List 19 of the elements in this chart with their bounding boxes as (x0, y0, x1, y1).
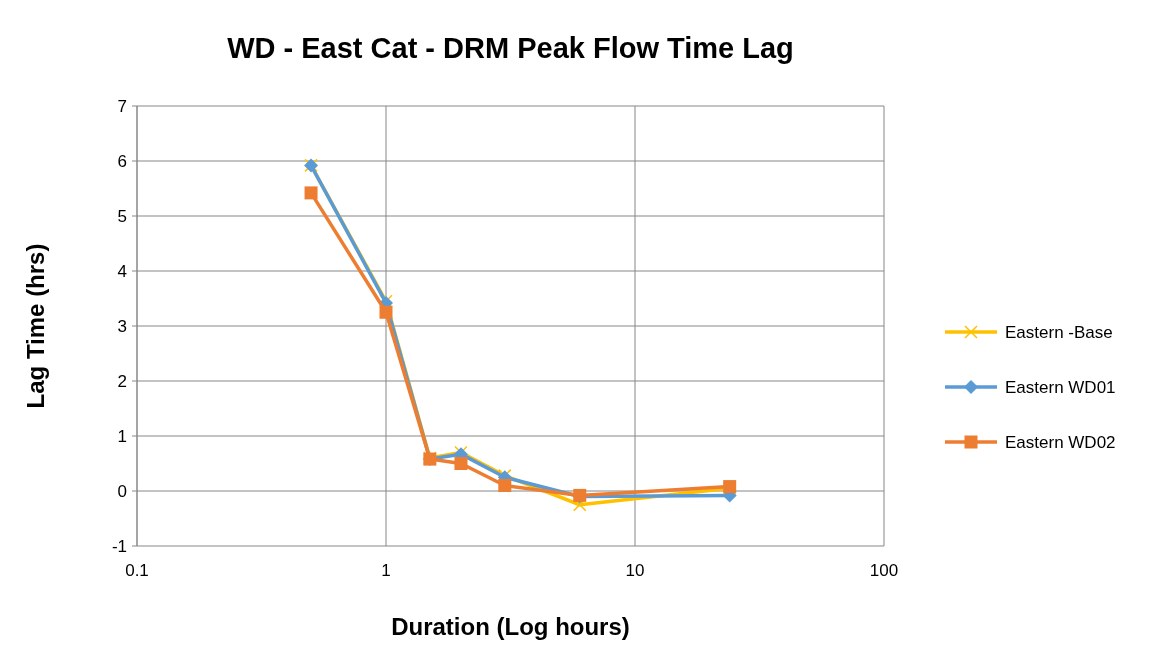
y-tick-label: -1 (111, 536, 127, 556)
x-tick-label: 10 (625, 561, 645, 580)
chart-title: WD - East Cat - DRM Peak Flow Time Lag (227, 32, 794, 64)
legend-label: Eastern WD02 (1005, 432, 1116, 452)
y-tick-label: 0 (117, 481, 127, 501)
x-tick-label: 1 (381, 561, 391, 580)
x-tick-label: 100 (869, 561, 899, 580)
y-tick-label: 3 (117, 316, 127, 336)
legend-label: Eastern -Base (1005, 322, 1113, 342)
y-tick-label: 2 (117, 371, 127, 391)
y-tick-label: 7 (117, 96, 127, 116)
y-tick-label: 6 (117, 151, 127, 171)
x-axis-title: Duration (Log hours) (391, 613, 630, 640)
y-tick-label: 4 (117, 261, 127, 281)
legend-label: Eastern WD01 (1005, 377, 1116, 397)
y-axis-title: Lag Time (hrs) (22, 243, 49, 409)
y-tick-label: 1 (117, 426, 127, 446)
y-tick-label: 5 (117, 206, 127, 226)
x-tick-label: 0.1 (125, 561, 149, 580)
